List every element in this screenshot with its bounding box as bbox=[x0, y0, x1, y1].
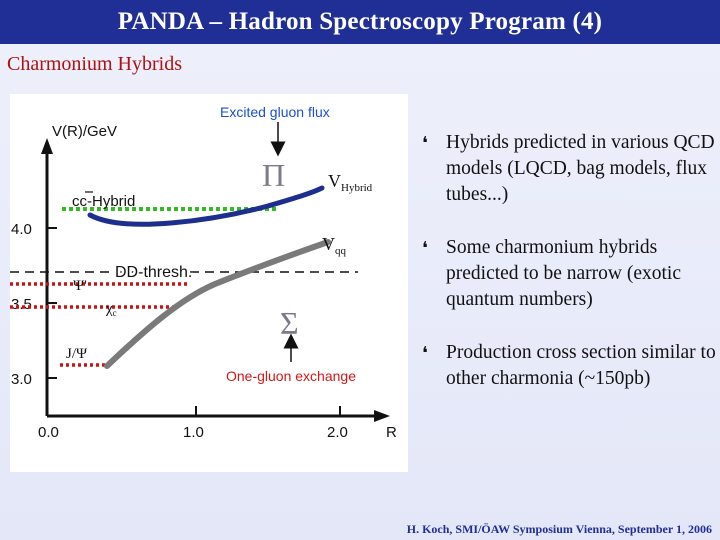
bullet-mark-icon: ❛ bbox=[422, 343, 428, 363]
y-tick-label: 3.5 bbox=[11, 296, 32, 313]
sigma-symbol: Σ bbox=[280, 305, 299, 341]
chi-c-label: χc bbox=[105, 301, 117, 318]
cc-hybrid-label: cc-Hybrid bbox=[72, 193, 135, 210]
bullet-mark-icon: ❛ bbox=[422, 133, 428, 153]
bullet-text: Production cross section similar to othe… bbox=[446, 342, 716, 389]
bullet-list: ❛ Hybrids predicted in various QCD models… bbox=[422, 130, 716, 419]
psi-prime-label: Ψ' bbox=[73, 278, 87, 294]
x-tick-label: 1.0 bbox=[183, 424, 204, 441]
y-tick-label: 4.0 bbox=[11, 221, 32, 238]
x-tick-label: 2.0 bbox=[327, 424, 348, 441]
slide-subtitle: Charmonium Hybrids bbox=[7, 53, 182, 75]
excited-gluon-flux-label: Excited gluon flux bbox=[220, 104, 330, 120]
potential-figure: 4.0 3.5 3.0 0.0 1.0 2.0 V(R)/GeV R DD-th… bbox=[10, 94, 408, 472]
pi-symbol: Π bbox=[262, 157, 285, 193]
footer-credit: H. Koch, SMI/ÖAW Symposium Vienna, Septe… bbox=[406, 522, 712, 536]
x-axis-label: R bbox=[386, 424, 397, 441]
v-qq-curve bbox=[104, 239, 331, 369]
bullet-text: Some charmonium hybrids predicted to be … bbox=[446, 237, 681, 310]
dd-threshold-label: DD-thresh. bbox=[115, 264, 192, 281]
bullet-item: ❛ Production cross section similar to oth… bbox=[422, 340, 716, 392]
x-axis-arrow-icon bbox=[374, 410, 390, 422]
v-qq-label: Vqq bbox=[322, 234, 347, 257]
y-tick-label: 3.0 bbox=[11, 371, 32, 388]
jpsi-label: J/Ψ bbox=[66, 346, 88, 362]
bullet-item: ❛ Hybrids predicted in various QCD models… bbox=[422, 130, 716, 208]
y-axis-arrow-icon bbox=[41, 138, 53, 154]
bullet-mark-icon: ❛ bbox=[422, 238, 428, 258]
x-tick-label: 0.0 bbox=[38, 424, 59, 441]
bullet-text: Hybrids predicted in various QCD models … bbox=[446, 132, 715, 205]
v-hybrid-label: VHybrid bbox=[328, 171, 373, 194]
one-gluon-exchange-label: One-gluon exchange bbox=[226, 368, 356, 384]
y-axis-label: V(R)/GeV bbox=[52, 123, 117, 140]
bullet-item: ❛ Some charmonium hybrids predicted to be… bbox=[422, 235, 716, 313]
title-bar: PANDA – Hadron Spectroscopy Program (4) bbox=[0, 0, 720, 44]
v-hybrid-curve bbox=[87, 185, 325, 227]
slide-title: PANDA – Hadron Spectroscopy Program (4) bbox=[117, 8, 603, 35]
